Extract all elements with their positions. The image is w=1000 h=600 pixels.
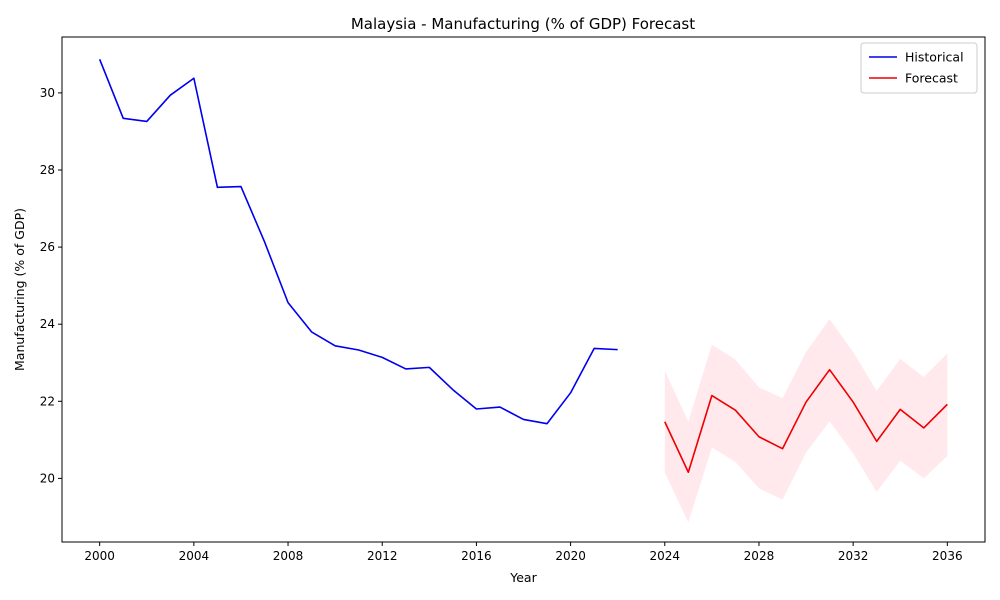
y-tick-label: 28: [40, 163, 55, 177]
x-axis: 2000 2004 2008 2012 2016 2020 2024 2028 2032 2036: [84, 542, 963, 563]
x-tick-label: 2020: [555, 549, 586, 563]
y-tick-label: 26: [40, 240, 55, 254]
legend-label-forecast: Forecast: [905, 71, 958, 86]
x-tick-label: 2032: [838, 549, 869, 563]
x-tick-label: 2008: [273, 549, 304, 563]
x-axis-label: Year: [509, 570, 537, 585]
series-line-historical: [98, 59, 618, 425]
x-tick-label: 2016: [461, 549, 492, 563]
x-tick-label: 2028: [744, 549, 775, 563]
confidence-band-layer: [664, 319, 948, 523]
legend-label-historical: Historical: [905, 50, 964, 65]
chart-title: Malaysia - Manufacturing (% of GDP) Fore…: [351, 15, 695, 33]
x-tick-label: 2004: [179, 549, 210, 563]
x-tick-label: 2000: [84, 549, 115, 563]
legend: Historical Forecast: [860, 42, 978, 94]
series-layer: [98, 59, 948, 474]
x-tick-label: 2036: [932, 549, 963, 563]
y-tick-label: 30: [40, 86, 55, 100]
plot-frame: [61, 36, 986, 543]
x-tick-label: 2024: [650, 549, 681, 563]
series-line-forecast: [664, 368, 948, 474]
y-tick-label: 20: [40, 471, 55, 485]
forecast-confidence-band: [664, 319, 948, 523]
x-tick-label: 2012: [367, 549, 398, 563]
y-tick-label: 22: [40, 394, 55, 408]
y-axis: 20 22 24 26 28 30: [40, 86, 62, 485]
legend-box: [860, 42, 978, 94]
y-axis-label: Manufacturing (% of GDP): [12, 208, 27, 371]
y-tick-label: 24: [40, 317, 55, 331]
